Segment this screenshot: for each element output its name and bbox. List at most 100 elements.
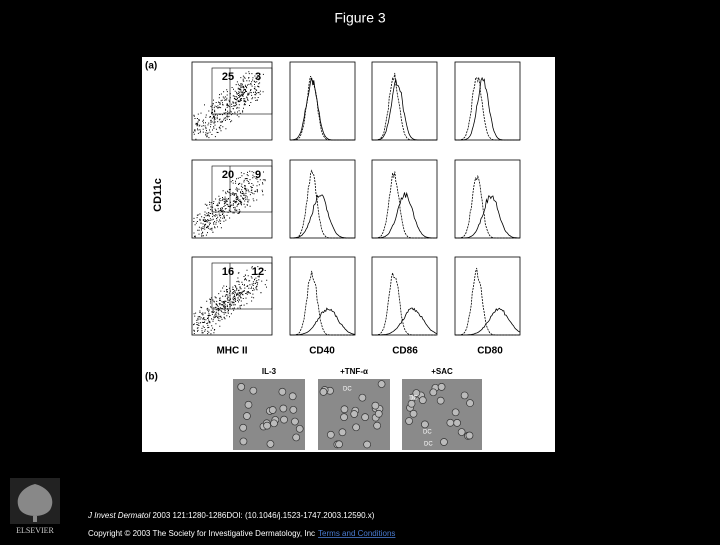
- cell: [371, 401, 380, 410]
- cell: [377, 380, 386, 388]
- cell: [350, 410, 359, 418]
- copyright-text: Copyright © 2003 The Society for Investi…: [88, 529, 315, 538]
- cell: [266, 440, 275, 448]
- citation: J Invest Dermatol 2003 121:1280-1286DOI:…: [87, 511, 375, 520]
- dc-label: DC: [343, 387, 352, 393]
- cell: [295, 424, 304, 433]
- cell: [280, 415, 288, 424]
- cell: [466, 399, 474, 407]
- cell: [279, 404, 288, 413]
- histogram-curve: [372, 272, 437, 336]
- cell: [421, 420, 429, 429]
- cell: [440, 438, 448, 446]
- cell: [373, 421, 381, 430]
- histogram-curve: [455, 76, 520, 141]
- cell: [451, 408, 460, 417]
- micrograph-label: +TNF-α: [340, 367, 368, 376]
- dc-label: DC: [409, 396, 418, 402]
- histogram-curve: [290, 169, 355, 239]
- row-label: +LPS: [557, 289, 580, 299]
- quadrant-value: 3: [255, 71, 261, 83]
- histogram-curve: [455, 77, 520, 141]
- quadrant-value: 25: [222, 71, 234, 83]
- quadrant-value: 20: [222, 169, 234, 181]
- cell: [409, 409, 418, 418]
- cell: [263, 421, 271, 430]
- cell: [429, 388, 438, 397]
- row-label: ctrl: [557, 94, 571, 104]
- dot-cloud: [193, 71, 264, 140]
- column-label: CD86: [392, 346, 418, 357]
- cell: [418, 396, 427, 404]
- histogram-frame: [371, 159, 438, 239]
- row-label: +TNFα: [557, 192, 586, 202]
- figure: 25 3 ctrl 20 9 +TNFα 16 12 +LPS MHC II CD40 CD86 CD8…: [191, 61, 586, 450]
- histogram-frame: [454, 256, 521, 336]
- cell: [457, 428, 466, 436]
- histogram-curve: [372, 171, 437, 239]
- panel-label: (b): [145, 372, 158, 383]
- dc-label: DC: [423, 430, 432, 436]
- logo-text: ELSEVIER: [16, 526, 54, 535]
- y-axis-label: CD11c: [152, 178, 164, 212]
- cell: [340, 405, 349, 414]
- gate: [211, 67, 273, 115]
- gate: [211, 262, 273, 310]
- cell: [243, 412, 251, 420]
- citation-text: 2003 121:1280-1286DOI: (10.1046/j.1523-1…: [150, 511, 375, 520]
- cell: [319, 388, 328, 396]
- histogram-frame: [289, 159, 356, 239]
- cell: [288, 392, 297, 401]
- cell: [268, 406, 277, 414]
- cell: [361, 413, 369, 422]
- cell: [335, 440, 343, 449]
- cell: [326, 430, 335, 439]
- cell: [340, 413, 348, 421]
- histogram-curve: [289, 77, 355, 141]
- dc-label: DC: [424, 442, 433, 448]
- quadrant-value: 12: [252, 266, 264, 278]
- column-label: CD40: [309, 346, 335, 357]
- column-label: CD80: [477, 346, 503, 357]
- cell: [249, 386, 258, 395]
- cell: [374, 409, 383, 418]
- histogram-curve: [455, 267, 520, 336]
- cell: [289, 405, 298, 414]
- histogram-frame: [371, 256, 438, 336]
- cell: [437, 383, 446, 391]
- cell: [239, 423, 248, 432]
- histogram-frame: [289, 61, 356, 141]
- histogram-frame: [454, 159, 521, 239]
- cell: [358, 393, 367, 402]
- cell: [412, 389, 421, 397]
- cell: [405, 417, 413, 425]
- histogram-curve: [372, 79, 437, 141]
- slide-title: Figure 3: [334, 10, 386, 26]
- histogram-curve: [455, 307, 521, 336]
- histogram-curve: [290, 307, 356, 336]
- cell: [270, 419, 278, 428]
- histogram-curve: [290, 194, 355, 239]
- histogram-curve: [455, 195, 521, 239]
- cell: [338, 428, 347, 437]
- cell: [292, 433, 301, 442]
- micrograph-label: IL-3: [262, 367, 277, 376]
- cell: [291, 417, 299, 426]
- quadrant-value: 9: [255, 169, 261, 181]
- histogram-curve: [372, 191, 437, 239]
- histogram-curve: [455, 174, 520, 239]
- gate: [211, 165, 273, 213]
- cell: [237, 383, 246, 391]
- terms-link[interactable]: Terms and Conditions: [318, 529, 395, 538]
- journal: J Invest Dermatol: [87, 511, 150, 520]
- histogram-frame: [454, 61, 521, 141]
- histogram-frame: [289, 256, 356, 336]
- elsevier-logo: ELSEVIER: [10, 478, 60, 535]
- column-label: MHC II: [216, 346, 247, 357]
- cell: [244, 400, 253, 409]
- cell: [465, 431, 474, 440]
- micrograph-label: +SAC: [431, 367, 453, 376]
